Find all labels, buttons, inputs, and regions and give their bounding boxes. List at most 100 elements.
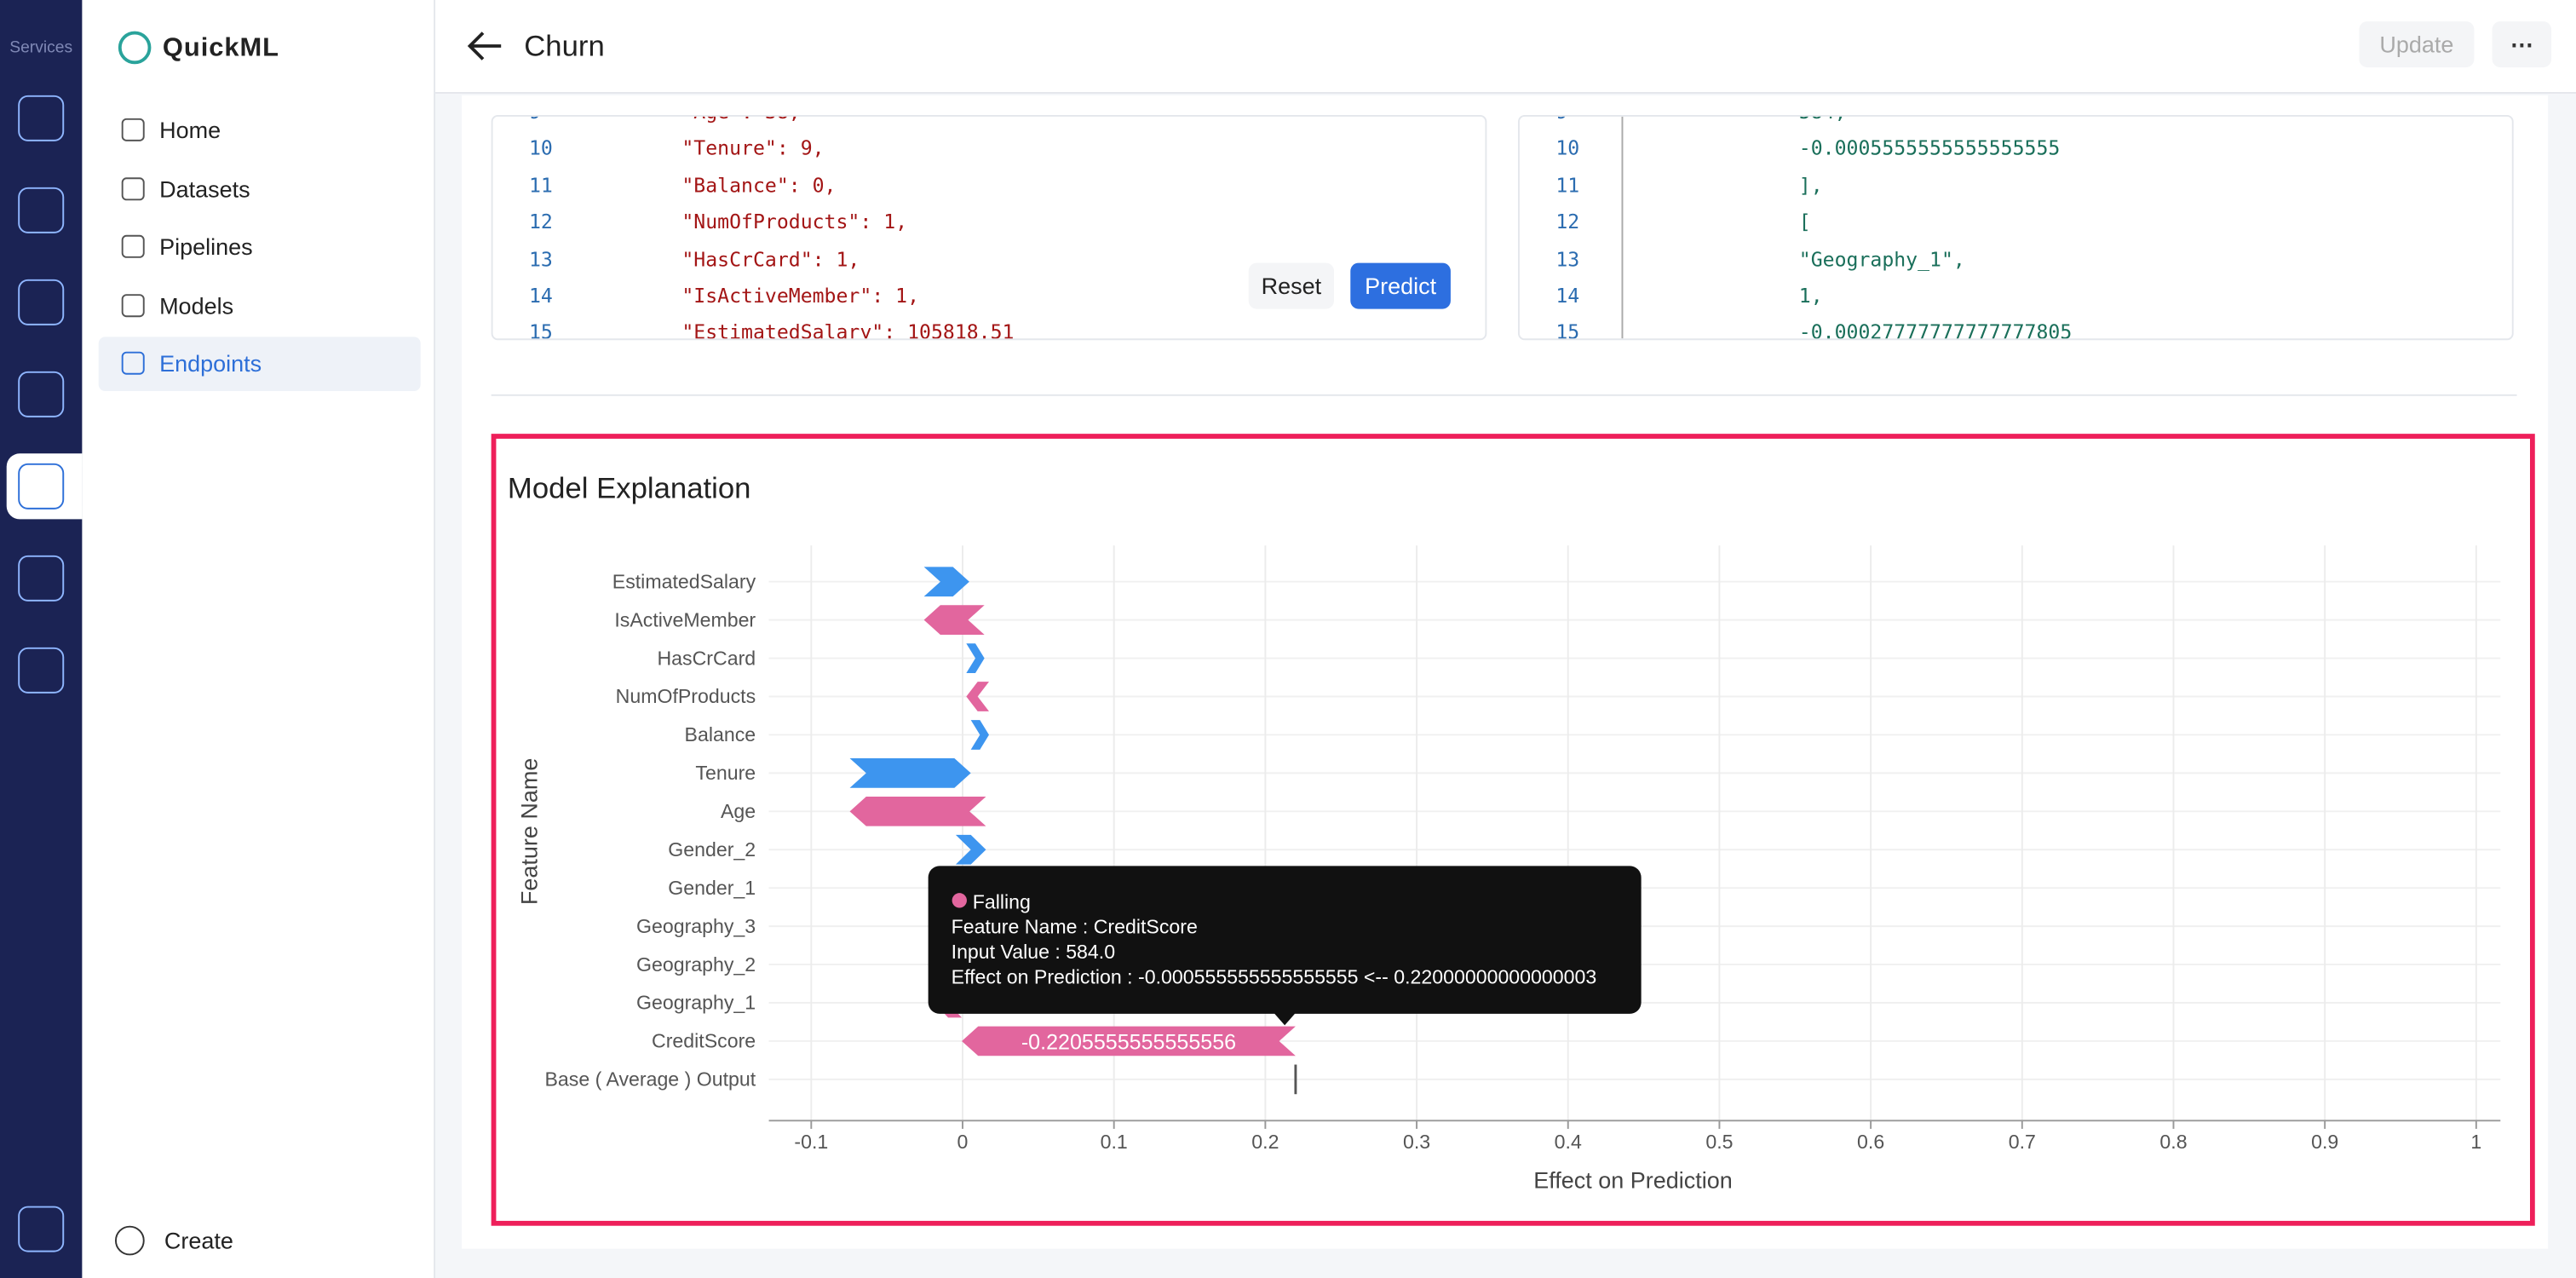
nav-icon xyxy=(121,176,145,200)
line-number: 11 xyxy=(1555,174,1580,198)
service-icon[interactable] xyxy=(18,279,65,325)
more-button[interactable]: ⋯ xyxy=(2492,21,2552,68)
plot-area xyxy=(768,545,2501,1121)
effect-arrow xyxy=(966,682,990,711)
tooltip-pointer xyxy=(1273,1011,1297,1026)
y-tick-label: Gender_2 xyxy=(668,838,756,861)
y-tick-label: Geography_1 xyxy=(636,992,756,1014)
x-tick-label: -0.1 xyxy=(794,1131,828,1153)
line-number: 12 xyxy=(1555,210,1580,234)
service-icon[interactable] xyxy=(18,95,65,141)
line-number: 14 xyxy=(528,284,553,308)
x-tick-label: 0.6 xyxy=(1857,1131,1884,1153)
line-number: 9 xyxy=(1555,117,1567,124)
effect-arrow xyxy=(955,834,986,865)
y-axis-label: Feature Name xyxy=(517,758,543,905)
nav-item[interactable]: Pipelines xyxy=(99,220,421,274)
y-tick-label: Base ( Average ) Output xyxy=(544,1068,756,1091)
indent-guide xyxy=(1621,116,1624,339)
nav-icon xyxy=(121,118,145,141)
reset-button[interactable]: Reset xyxy=(1248,262,1334,309)
x-tick-label: 1 xyxy=(2470,1131,2481,1153)
line-number: 10 xyxy=(528,136,553,160)
line-number: 15 xyxy=(1555,320,1580,341)
x-tick-label: 0 xyxy=(957,1131,969,1153)
predict-button[interactable]: Predict xyxy=(1350,262,1451,309)
tooltip xyxy=(928,866,1642,1014)
line-number: 14 xyxy=(1555,284,1580,308)
code-line: [ xyxy=(1798,210,1811,234)
nav-label: Home xyxy=(159,116,221,143)
active-service[interactable] xyxy=(6,453,83,520)
chart-title: Model Explanation xyxy=(508,472,751,504)
brand: QuickML xyxy=(162,34,279,63)
effect-arrow xyxy=(923,567,969,597)
tooltip-swatch xyxy=(952,893,967,908)
x-tick-label: 0.4 xyxy=(1555,1131,1582,1153)
back-arrow[interactable] xyxy=(465,30,504,63)
x-axis-label: Effect on Prediction xyxy=(1533,1167,1733,1193)
y-tick-label: HasCrCard xyxy=(657,647,756,669)
effect-arrow xyxy=(962,1026,1296,1056)
x-tick-label: 0.8 xyxy=(2159,1131,2187,1153)
code-line: "Tenure": 9, xyxy=(681,136,825,160)
nav-icon xyxy=(121,351,145,375)
y-tick-label: Gender_1 xyxy=(668,877,756,899)
code-line: 1, xyxy=(1798,284,1823,308)
sidebar: QuickML Home Datasets Pipelines Models Endpo… xyxy=(82,0,436,1278)
y-tick-label: CreditScore xyxy=(652,1030,756,1052)
x-tick-label: 0.7 xyxy=(2009,1131,2036,1153)
code-line: "IsActiveMember": 1, xyxy=(681,284,920,308)
line-number: 12 xyxy=(528,210,553,234)
nav-item[interactable]: Models xyxy=(99,279,421,333)
effect-arrow xyxy=(923,605,985,636)
nav-label: Models xyxy=(159,291,234,319)
y-tick-label: EstimatedSalary xyxy=(612,570,756,592)
service-icon[interactable] xyxy=(18,647,65,694)
line-number: 13 xyxy=(1555,247,1580,271)
update-button[interactable]: Update xyxy=(2359,21,2475,68)
service-icon[interactable] xyxy=(18,555,65,602)
create[interactable]: Create xyxy=(164,1227,233,1254)
y-tick-label: Tenure xyxy=(695,762,756,784)
y-tick-label: IsActiveMember xyxy=(614,608,756,630)
tooltip-line: Effect on Prediction : -0.00055555555555… xyxy=(952,965,1597,987)
nav-icon xyxy=(121,234,145,258)
header: Churn Update ⋯ xyxy=(435,0,2576,94)
effect-arrow xyxy=(849,796,986,826)
y-tick-label: Geography_3 xyxy=(636,915,756,937)
nav-item[interactable]: Datasets xyxy=(99,162,421,216)
tooltip-line: Input Value : 584.0 xyxy=(952,941,1115,963)
line-number: 13 xyxy=(528,247,553,271)
effect-arrow xyxy=(970,720,990,750)
x-tick-label: 0.5 xyxy=(1705,1131,1733,1153)
code-line: "Geography_1", xyxy=(1798,247,1965,271)
line-number: 9 xyxy=(529,117,541,124)
service-icon[interactable] xyxy=(18,187,65,233)
service-strip: Services xyxy=(0,0,83,1278)
effect-arrow xyxy=(966,643,985,673)
service-icon[interactable] xyxy=(18,371,65,417)
nav-item[interactable]: Home xyxy=(99,103,421,158)
code-line: "NumOfProducts": 1, xyxy=(681,210,908,234)
nav-item[interactable]: Endpoints xyxy=(98,337,421,391)
code-line: "EstimatedSalary": 105818.51 xyxy=(681,320,1015,341)
request-panel: Reset Predict 9 "Age": 38, 10 "Tenure": 9, 1… xyxy=(491,114,1487,341)
apps-icon[interactable] xyxy=(18,1206,65,1252)
code-line: ], xyxy=(1798,174,1823,198)
create-icon[interactable] xyxy=(114,1225,145,1256)
x-tick-label: 0.3 xyxy=(1403,1131,1430,1153)
code-line: -0.0005555555555555555 xyxy=(1798,136,2061,160)
y-tick-label: NumOfProducts xyxy=(616,685,756,707)
line-number: 10 xyxy=(1555,136,1580,160)
nav-icon xyxy=(121,293,145,317)
code-line: "Age": 38, xyxy=(681,117,800,124)
code-line: 584, xyxy=(1799,117,1847,124)
services-label: Services xyxy=(9,39,73,58)
tooltip-line: Feature Name : CreditScore xyxy=(952,915,1198,937)
x-tick-label: 0.2 xyxy=(1251,1131,1279,1153)
y-tick-label: Balance xyxy=(685,723,756,746)
brand-logo xyxy=(118,31,152,65)
